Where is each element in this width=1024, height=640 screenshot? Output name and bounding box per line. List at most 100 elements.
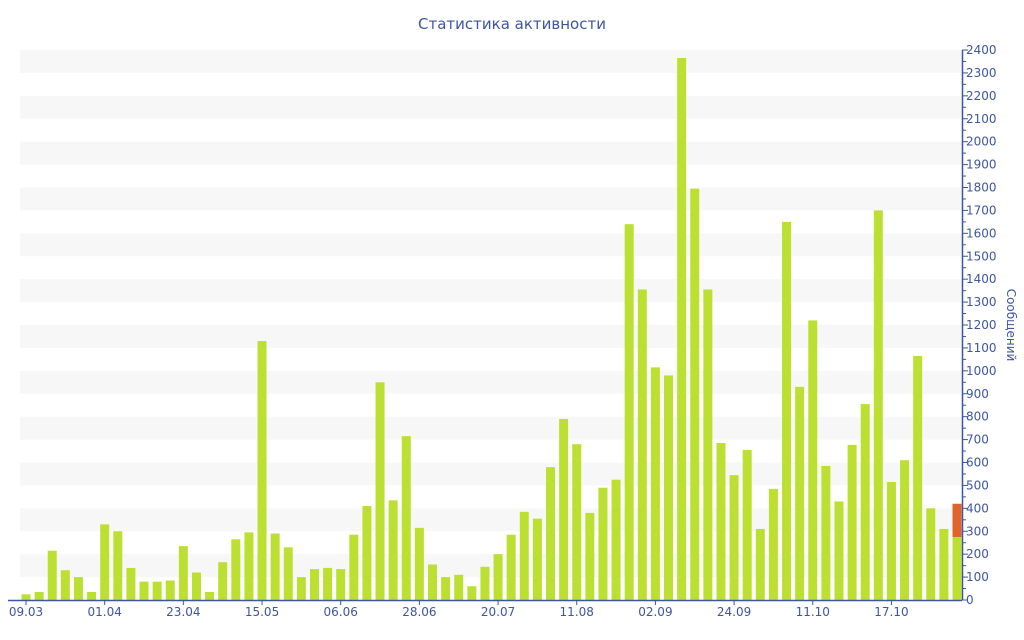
bar-main-10 [152, 581, 162, 600]
bar-main-33 [454, 574, 464, 600]
bar-main-71 [952, 536, 962, 600]
x-tick-label: 15.05 [245, 605, 279, 619]
bar-main-19 [270, 533, 280, 600]
bar-main-41 [559, 418, 569, 600]
grid-band [20, 95, 962, 119]
y-tick-label: 500 [966, 478, 989, 492]
x-tick-label: 09.03 [9, 605, 43, 619]
grid-band [20, 416, 962, 440]
x-tick-label: 17.10 [874, 605, 908, 619]
y-tick-label: 1900 [966, 158, 997, 172]
bar-main-5 [87, 591, 97, 600]
bar-main-45 [611, 479, 621, 600]
chart-title: Статистика активности [418, 15, 606, 33]
y-tick-label: 2000 [966, 135, 997, 149]
bar-main-16 [231, 539, 241, 600]
bar-main-58 [782, 221, 792, 600]
x-tick-label: 11.08 [560, 605, 594, 619]
bar-main-4 [73, 577, 83, 600]
y-tick-label: 900 [966, 387, 989, 401]
bar-main-27 [375, 382, 385, 600]
grid-band [20, 370, 962, 394]
grid-band [20, 50, 962, 73]
bar-main-20 [283, 547, 293, 600]
bar-main-60 [808, 320, 818, 600]
bar-main-34 [467, 586, 477, 600]
x-tick-label: 06.06 [324, 605, 358, 619]
bar-main-52 [703, 289, 713, 600]
bar-main-50 [677, 58, 687, 601]
bar-main-15 [218, 562, 228, 600]
bar-main-8 [126, 567, 136, 600]
bar-main-9 [139, 581, 149, 600]
bar-main-51 [690, 188, 700, 601]
bar-main-55 [742, 449, 752, 600]
bar-main-46 [624, 224, 634, 600]
bar-main-7 [113, 531, 123, 600]
y-tick-label: 1500 [966, 249, 997, 263]
bar-main-68 [913, 355, 923, 600]
y-tick-label: 200 [966, 547, 989, 561]
bar-main-65 [873, 210, 883, 600]
x-tick-label: 23.04 [166, 605, 200, 619]
bar-main-63 [847, 444, 857, 600]
bar-main-57 [768, 488, 778, 600]
y-tick-label: 0 [966, 593, 974, 607]
bar-main-35 [480, 566, 490, 600]
y-tick-label: 1200 [966, 318, 997, 332]
grid-band [20, 554, 962, 578]
y-tick-label: 1400 [966, 272, 997, 286]
x-tick-label: 24.09 [717, 605, 751, 619]
bar-main-31 [427, 564, 437, 600]
y-tick-label: 2100 [966, 112, 997, 126]
y-tick-label: 700 [966, 433, 989, 447]
bar-main-39 [532, 518, 542, 600]
y-tick-label: 1800 [966, 181, 997, 195]
grid-band [20, 462, 962, 486]
x-tick-label: 28.06 [402, 605, 436, 619]
bar-main-13 [191, 572, 201, 600]
bar-main-44 [598, 487, 608, 600]
grid-band [20, 141, 962, 165]
y-tick-label: 400 [966, 501, 989, 515]
bar-main-26 [362, 506, 372, 600]
bar-main-53 [716, 443, 726, 600]
bar-main-61 [821, 465, 831, 600]
bar-main-67 [900, 460, 910, 600]
bar-main-1 [34, 591, 44, 600]
bar-main-2 [47, 550, 57, 600]
y-tick-label: 1100 [966, 341, 997, 355]
bar-main-59 [795, 386, 805, 600]
bar-main-25 [349, 534, 359, 600]
bar-main-12 [178, 546, 188, 600]
bar-main-21 [296, 577, 306, 600]
bar-main-3 [60, 570, 70, 600]
bar-main-64 [860, 404, 870, 600]
y-tick-label: 600 [966, 456, 989, 470]
bar-main-29 [401, 436, 411, 600]
grid-band [20, 508, 962, 532]
y-tick-label: 1600 [966, 226, 997, 240]
grid-band [20, 325, 962, 348]
bar-main-49 [664, 375, 674, 600]
x-tick-label: 01.04 [87, 605, 121, 619]
grid-band [20, 233, 962, 257]
bar-main-42 [572, 444, 582, 600]
y-tick-label: 1700 [966, 203, 997, 217]
bar-main-43 [585, 512, 595, 600]
bar-main-47 [637, 289, 647, 600]
y-tick-label: 2200 [966, 89, 997, 103]
bar-main-18 [257, 341, 267, 600]
bar-main-32 [441, 577, 451, 600]
x-tick-label: 02.09 [638, 605, 672, 619]
bar-main-66 [886, 481, 896, 600]
bar-main-62 [834, 501, 844, 600]
bar-main-30 [414, 527, 424, 600]
y-tick-label: 100 [966, 570, 989, 584]
bar-main-24 [336, 569, 346, 600]
y-tick-label: 1300 [966, 295, 997, 309]
bar-main-40 [546, 467, 556, 600]
bar-main-38 [519, 511, 529, 600]
x-tick-label: 11.10 [796, 605, 830, 619]
y-tick-label: 300 [966, 524, 989, 538]
